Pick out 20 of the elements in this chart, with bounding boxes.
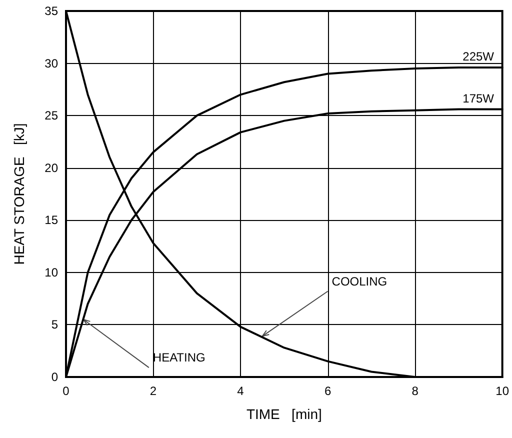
annotation: COOLING bbox=[332, 274, 388, 288]
series-label: 225W bbox=[462, 49, 495, 64]
x-tick-label: 0 bbox=[62, 384, 70, 398]
y-tick-label: 35 bbox=[44, 4, 58, 18]
x-tick-label: 8 bbox=[412, 384, 419, 398]
y-tick-label: 0 bbox=[51, 370, 58, 384]
y-axis-title: HEAT STORAGE [kJ] bbox=[11, 123, 27, 265]
x-tick-label: 2 bbox=[150, 384, 157, 398]
x-tick-label: 10 bbox=[496, 384, 510, 398]
y-tick-label: 30 bbox=[44, 56, 58, 70]
x-tick-label: 6 bbox=[324, 384, 332, 398]
y-tick-label: 25 bbox=[44, 108, 58, 123]
y-tick-label: 15 bbox=[44, 213, 58, 228]
y-tick-label: 10 bbox=[44, 265, 58, 280]
annotation: HEATING bbox=[152, 350, 206, 365]
x-axis-title: TIME [min] bbox=[246, 406, 322, 422]
y-tick-label: 20 bbox=[44, 160, 58, 175]
series-label: 175W bbox=[462, 91, 495, 106]
x-tick-label: 4 bbox=[237, 384, 244, 398]
y-tick-label: 5 bbox=[51, 318, 58, 332]
